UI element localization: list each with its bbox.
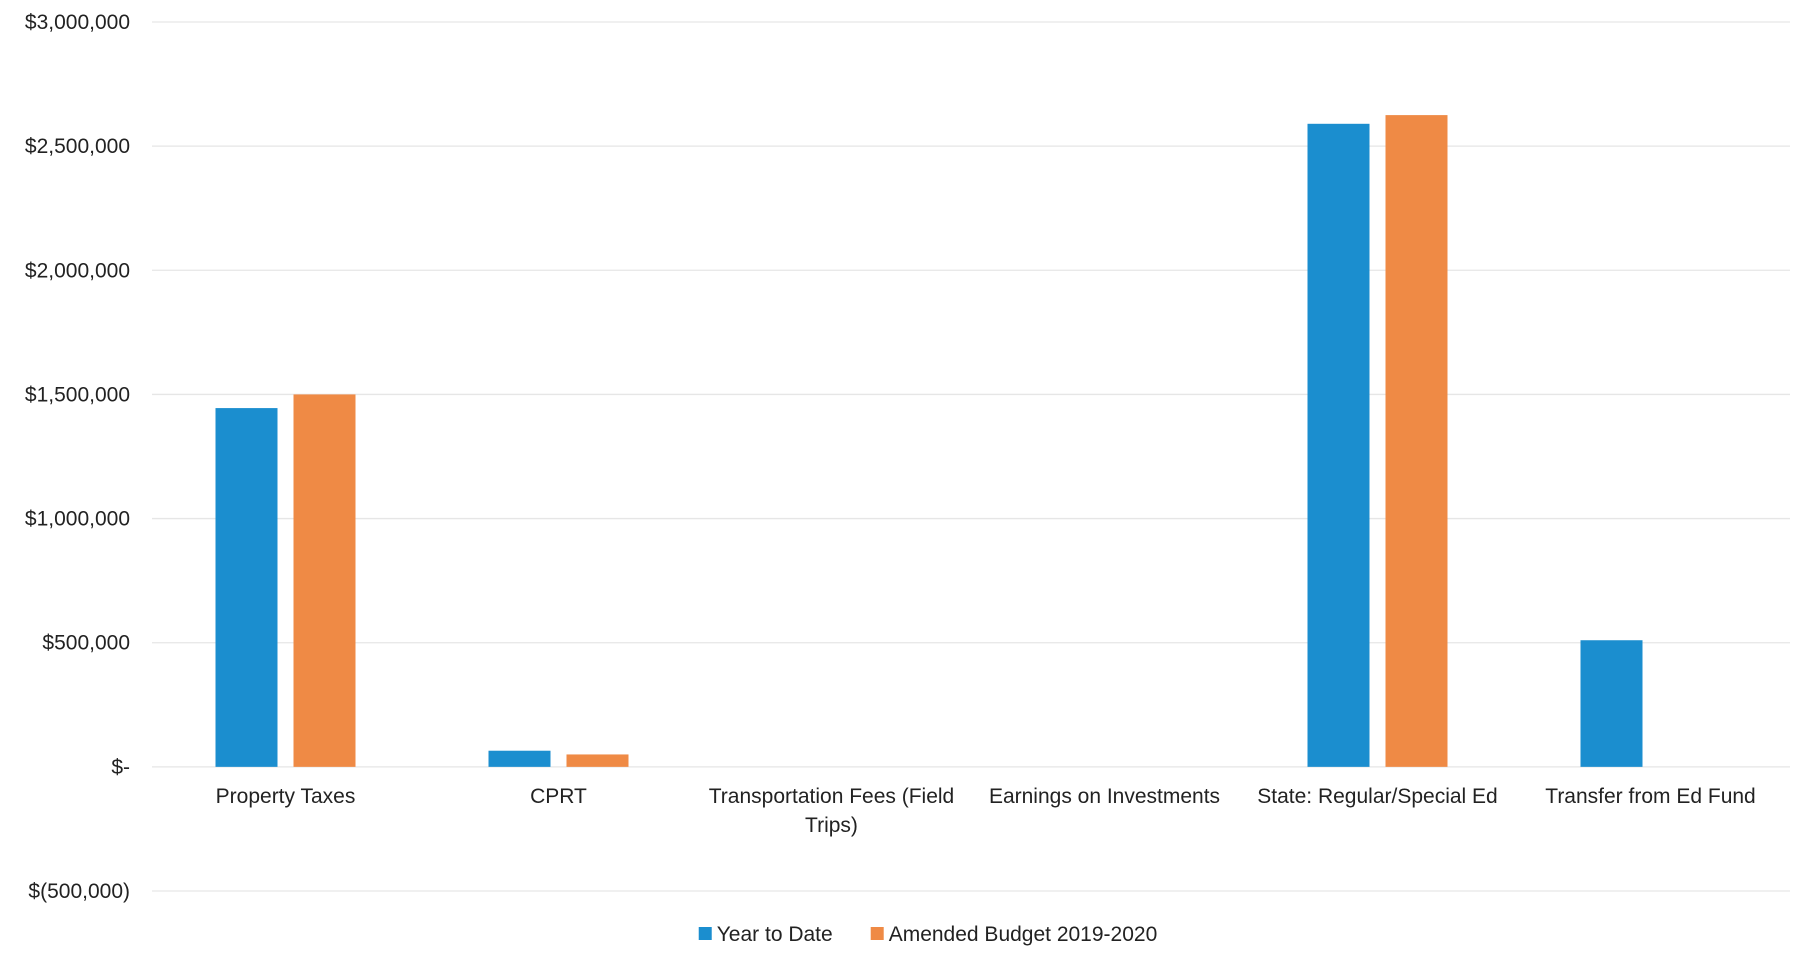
- category-label: Trips): [805, 814, 858, 837]
- category-label: Transfer from Ed Fund: [1545, 785, 1755, 808]
- y-tick-label: $2,500,000: [25, 135, 130, 158]
- y-tick-label: $-: [111, 756, 130, 779]
- bar-amended-budget-2019-2020-4: [1385, 115, 1448, 767]
- y-tick-label: $1,000,000: [25, 508, 130, 531]
- bar-year-to-date-5: [1580, 640, 1643, 767]
- bar-year-to-date-0: [215, 408, 278, 767]
- bar-year-to-date-4: [1307, 123, 1370, 767]
- y-tick-label: $3,000,000: [25, 11, 130, 34]
- gridlines: [152, 21, 1790, 892]
- category-label: State: Regular/Special Ed: [1257, 785, 1497, 808]
- legend-label: Amended Budget 2019-2020: [889, 923, 1158, 946]
- y-tick-label: $(500,000): [28, 880, 130, 903]
- legend-label: Year to Date: [717, 923, 833, 946]
- y-tick-label: $500,000: [42, 632, 130, 655]
- category-label: Transportation Fees (Field: [709, 785, 955, 808]
- bar-year-to-date-1: [488, 750, 551, 767]
- x-axis-category-labels: Property Taxes CPRT Transportation Fees (F…: [216, 785, 1756, 837]
- bar-amended-budget-2019-2020-0: [293, 394, 356, 767]
- y-tick-label: $2,000,000: [25, 259, 130, 282]
- category-label: Property Taxes: [216, 785, 356, 808]
- legend-swatch: [870, 927, 884, 940]
- y-axis-tick-labels: $3,000,000 $2,500,000 $2,000,000 $1,500,000…: [25, 11, 130, 903]
- category-label: Earnings on Investments: [989, 785, 1220, 808]
- legend: Year to Date Amended Budget 2019-2020: [698, 923, 1158, 946]
- bars: [215, 115, 1643, 767]
- legend-swatch: [698, 927, 712, 940]
- bar-amended-budget-2019-2020-1: [566, 754, 629, 767]
- y-tick-label: $1,500,000: [25, 383, 130, 406]
- category-label: CPRT: [530, 785, 587, 808]
